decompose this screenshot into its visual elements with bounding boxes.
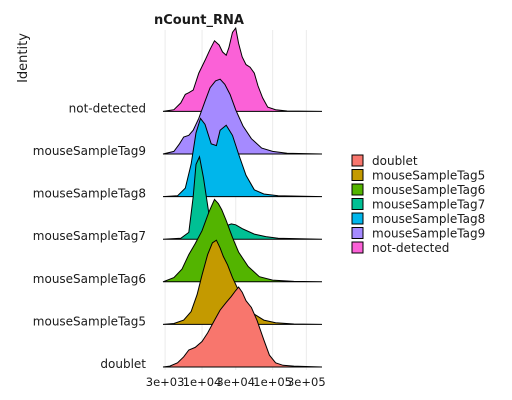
legend-label-mouseSampleTag5: mouseSampleTag5: [372, 169, 485, 183]
legend-label-mouseSampleTag6: mouseSampleTag6: [372, 183, 485, 197]
legend-swatch-mouseSampleTag7: [351, 198, 364, 210]
x-tick-label-0: 3e+03: [146, 375, 185, 389]
legend-swatch-doublet: [351, 154, 364, 167]
x-tick-label-4: 3e+05: [287, 375, 326, 389]
legend-label-mouseSampleTag7: mouseSampleTag7: [372, 198, 485, 212]
legend-swatch-mouseSampleTag5: [351, 169, 364, 181]
chart-title: nCount_RNA: [154, 13, 244, 28]
legend-swatch-not-detected: [351, 241, 364, 254]
ridges: [162, 26, 323, 368]
x-tick-label-3: 1e+05: [253, 375, 292, 389]
y-tick-label-doublet: doublet: [100, 357, 146, 371]
legend-swatch-mouseSampleTag8: [351, 212, 364, 225]
ridge-mouseSampleTag5: [162, 239, 323, 325]
x-tick-label-2: 3e+04: [216, 375, 255, 389]
legend-label-mouseSampleTag8: mouseSampleTag8: [372, 212, 485, 226]
legend-swatch-mouseSampleTag6: [351, 183, 364, 196]
y-tick-label-mouseSampleTag7: mouseSampleTag7: [33, 229, 146, 243]
ridge-not-detected: [162, 26, 323, 112]
y-axis-label: Identity: [16, 33, 31, 83]
y-tick-labels: doublet mouseSampleTag5 mouseSampleTag6 mou…: [33, 101, 147, 371]
legend: doubletmouseSampleTag5mouseSampleTag6mou…: [351, 154, 485, 255]
legend-label-mouseSampleTag9: mouseSampleTag9: [372, 227, 485, 241]
y-tick-label-mouseSampleTag9: mouseSampleTag9: [33, 144, 146, 158]
legend-label-doublet: doublet: [372, 154, 418, 168]
ridge-doublet: [162, 286, 323, 368]
legend-label-not-detected: not-detected: [372, 241, 449, 255]
y-tick-label-mouseSampleTag8: mouseSampleTag8: [33, 187, 146, 201]
y-tick-label-not-detected: not-detected: [69, 101, 146, 115]
legend-swatch-mouseSampleTag9: [351, 227, 364, 239]
ridge-mouseSampleTag6: [162, 198, 323, 283]
y-tick-label-mouseSampleTag6: mouseSampleTag6: [33, 272, 146, 286]
y-tick-label-mouseSampleTag5: mouseSampleTag5: [33, 314, 146, 328]
x-tick-label-1: 1e+04: [183, 375, 222, 389]
